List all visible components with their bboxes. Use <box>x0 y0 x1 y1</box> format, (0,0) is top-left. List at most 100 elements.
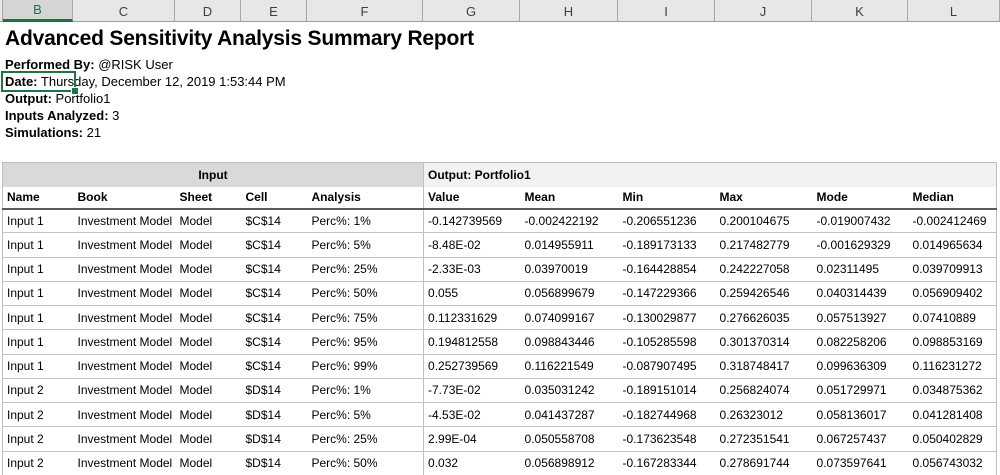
cell-cell[interactable]: $D$14 <box>241 426 308 452</box>
cell-max[interactable]: 0.242227058 <box>715 257 813 282</box>
cell-median[interactable]: 0.039709913 <box>908 257 997 282</box>
cell-name[interactable]: Input 2 <box>2 402 74 428</box>
cell-min[interactable]: -0.189151014 <box>618 378 716 404</box>
column-header-sheet[interactable]: Sheet <box>175 186 242 210</box>
cell-median[interactable]: 0.050402829 <box>908 426 997 452</box>
cell-name[interactable]: Input 1 <box>2 354 74 379</box>
cell-book[interactable]: Investment Model <box>73 426 176 452</box>
cell-sheet[interactable]: Model <box>175 451 242 475</box>
cell-min[interactable]: -0.164428854 <box>618 257 716 282</box>
cell-min[interactable]: -0.206551236 <box>618 208 716 234</box>
cell-analysis[interactable]: Perc%: 5% <box>307 232 424 258</box>
cell-analysis[interactable]: Perc%: 99% <box>307 354 424 379</box>
cell-mode[interactable]: -0.019007432 <box>812 208 909 234</box>
column-header-analysis[interactable]: Analysis <box>307 186 424 210</box>
cell-max[interactable]: 0.256824074 <box>715 378 813 404</box>
cell-analysis[interactable]: Perc%: 25% <box>307 426 424 452</box>
cell-mode[interactable]: 0.067257437 <box>812 426 909 452</box>
cell-mean[interactable]: -0.002422192 <box>520 208 619 234</box>
cell-book[interactable]: Investment Model <box>73 257 176 282</box>
cell-sheet[interactable]: Model <box>175 402 242 428</box>
cell-cell[interactable]: $C$14 <box>241 257 308 282</box>
cell-min[interactable]: -0.105285598 <box>618 329 716 355</box>
cell-min[interactable]: -0.087907495 <box>618 354 716 379</box>
cell-mode[interactable]: 0.082258206 <box>812 329 909 355</box>
cell-book[interactable]: Investment Model <box>73 281 176 307</box>
cell-name[interactable]: Input 1 <box>2 232 74 258</box>
cell-value[interactable]: -2.33E-03 <box>423 257 521 282</box>
column-header-min[interactable]: Min <box>618 186 716 210</box>
cell-analysis[interactable]: Perc%: 50% <box>307 281 424 307</box>
column-header-E[interactable]: E <box>241 0 307 22</box>
cell-mean[interactable]: 0.03970019 <box>520 257 619 282</box>
column-header-name[interactable]: Name <box>2 186 74 210</box>
cell-mode[interactable]: 0.02311495 <box>812 257 909 282</box>
cell-name[interactable]: Input 1 <box>2 281 74 307</box>
cell-mean[interactable]: 0.098843446 <box>520 329 619 355</box>
cell-book[interactable]: Investment Model <box>73 208 176 234</box>
fill-handle[interactable] <box>71 87 79 95</box>
cell-median[interactable]: 0.014965634 <box>908 232 997 258</box>
cell-value[interactable]: 0.252739569 <box>423 354 521 379</box>
cell-book[interactable]: Investment Model <box>73 378 176 404</box>
cell-median[interactable]: 0.056743032 <box>908 451 997 475</box>
cell-mean[interactable]: 0.050558708 <box>520 426 619 452</box>
cell-cell[interactable]: $C$14 <box>241 305 308 331</box>
meta-date[interactable]: Date: Thursday, December 12, 2019 1:53:4… <box>5 73 286 90</box>
cell-name[interactable]: Input 1 <box>2 329 74 355</box>
cell-sheet[interactable]: Model <box>175 378 242 404</box>
cell-cell[interactable]: $D$14 <box>241 451 308 475</box>
cell-sheet[interactable]: Model <box>175 354 242 379</box>
cell-median[interactable]: 0.034875362 <box>908 378 997 404</box>
cell-name[interactable]: Input 1 <box>2 305 74 331</box>
cell-median[interactable]: 0.056909402 <box>908 281 997 307</box>
cell-mean[interactable]: 0.014955911 <box>520 232 619 258</box>
cell-median[interactable]: 0.07410889 <box>908 305 997 331</box>
cell-max[interactable]: 0.259426546 <box>715 281 813 307</box>
column-header-cell[interactable]: Cell <box>241 186 308 210</box>
cell-max[interactable]: 0.301370314 <box>715 329 813 355</box>
cell-mode[interactable]: 0.057513927 <box>812 305 909 331</box>
column-header-book[interactable]: Book <box>73 186 176 210</box>
cell-mean[interactable]: 0.074099167 <box>520 305 619 331</box>
cell-sheet[interactable]: Model <box>175 281 242 307</box>
cell-book[interactable]: Investment Model <box>73 232 176 258</box>
column-header-F[interactable]: F <box>307 0 423 22</box>
meta-output[interactable]: Output: Portfolio1 <box>5 90 110 107</box>
cell-book[interactable]: Investment Model <box>73 354 176 379</box>
cell-min[interactable]: -0.182744968 <box>618 402 716 428</box>
column-header-max[interactable]: Max <box>715 186 813 210</box>
column-header-H[interactable]: H <box>520 0 618 22</box>
cell-min[interactable]: -0.147229366 <box>618 281 716 307</box>
cell-mode[interactable]: 0.099636309 <box>812 354 909 379</box>
column-header-mean[interactable]: Mean <box>520 186 619 210</box>
column-header-A-sliver[interactable] <box>0 0 3 22</box>
cell-book[interactable]: Investment Model <box>73 329 176 355</box>
cell-cell[interactable]: $C$14 <box>241 281 308 307</box>
cell-value[interactable]: 0.055 <box>423 281 521 307</box>
cell-mode[interactable]: 0.051729971 <box>812 378 909 404</box>
column-header-B[interactable]: B <box>3 0 73 22</box>
cell-min[interactable]: -0.167283344 <box>618 451 716 475</box>
cell-max[interactable]: 0.318748417 <box>715 354 813 379</box>
cell-cell[interactable]: $C$14 <box>241 208 308 234</box>
cell-cell[interactable]: $D$14 <box>241 378 308 404</box>
column-header-I[interactable]: I <box>618 0 715 22</box>
cell-mode[interactable]: -0.001629329 <box>812 232 909 258</box>
cell-max[interactable]: 0.26323012 <box>715 402 813 428</box>
cell-value[interactable]: -8.48E-02 <box>423 232 521 258</box>
cell-min[interactable]: -0.130029877 <box>618 305 716 331</box>
cell-analysis[interactable]: Perc%: 95% <box>307 329 424 355</box>
cell-max[interactable]: 0.276626035 <box>715 305 813 331</box>
cell-analysis[interactable]: Perc%: 1% <box>307 208 424 234</box>
cell-max[interactable]: 0.272351541 <box>715 426 813 452</box>
column-header-L[interactable]: L <box>908 0 1000 22</box>
cell-sheet[interactable]: Model <box>175 329 242 355</box>
cell-name[interactable]: Input 2 <box>2 426 74 452</box>
cell-sheet[interactable]: Model <box>175 257 242 282</box>
cell-mean[interactable]: 0.056899679 <box>520 281 619 307</box>
cell-median[interactable]: 0.041281408 <box>908 402 997 428</box>
meta-inputs-analyzed[interactable]: Inputs Analyzed: 3 <box>5 107 119 124</box>
cell-max[interactable]: 0.278691744 <box>715 451 813 475</box>
cell-value[interactable]: -7.73E-02 <box>423 378 521 404</box>
